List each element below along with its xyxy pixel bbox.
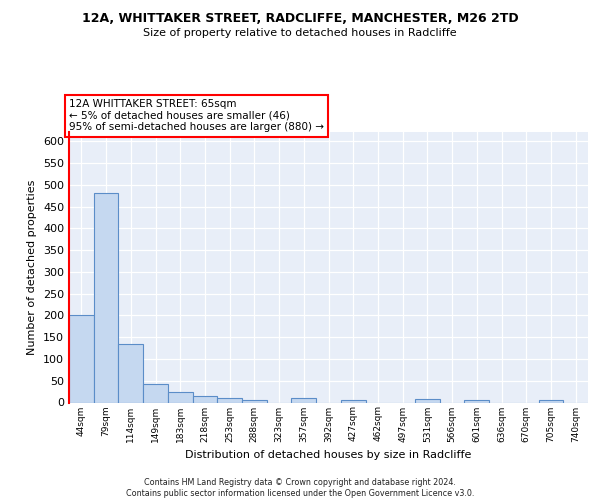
Bar [415, 399, 440, 402]
Bar [168, 392, 193, 402]
Y-axis label: Number of detached properties: Number of detached properties [28, 180, 37, 355]
Bar [69, 314, 94, 402]
Bar [341, 400, 365, 402]
Bar [118, 344, 143, 402]
Text: 12A, WHITTAKER STREET, RADCLIFFE, MANCHESTER, M26 2TD: 12A, WHITTAKER STREET, RADCLIFFE, MANCHE… [82, 12, 518, 26]
Bar [292, 398, 316, 402]
Text: Size of property relative to detached houses in Radcliffe: Size of property relative to detached ho… [143, 28, 457, 38]
Bar [464, 400, 489, 402]
Text: Contains HM Land Registry data © Crown copyright and database right 2024.
Contai: Contains HM Land Registry data © Crown c… [126, 478, 474, 498]
Text: 12A WHITTAKER STREET: 65sqm
← 5% of detached houses are smaller (46)
95% of semi: 12A WHITTAKER STREET: 65sqm ← 5% of deta… [69, 100, 324, 132]
Bar [242, 400, 267, 402]
Bar [539, 400, 563, 402]
Bar [193, 396, 217, 402]
X-axis label: Distribution of detached houses by size in Radcliffe: Distribution of detached houses by size … [185, 450, 472, 460]
Bar [217, 398, 242, 402]
Bar [94, 194, 118, 402]
Bar [143, 384, 168, 402]
